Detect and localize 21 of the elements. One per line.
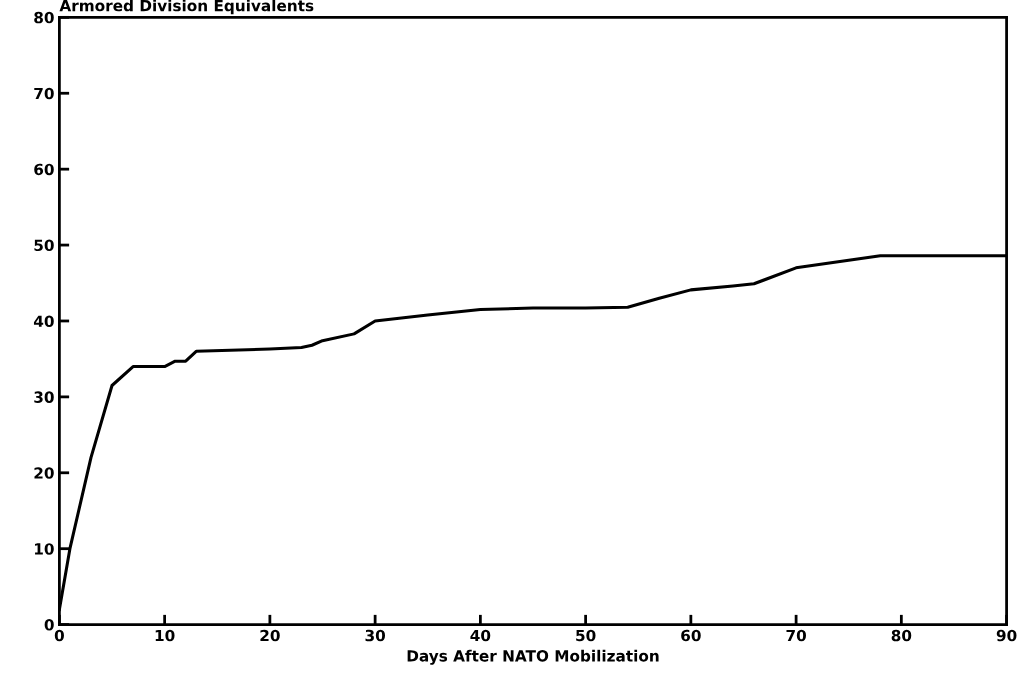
x-tick-label: 60 <box>681 629 701 642</box>
x-tick-label: 0 <box>54 629 64 642</box>
x-tick-label: 90 <box>996 629 1017 642</box>
y-tick-label: 60 <box>34 163 54 176</box>
x-tick-label: 30 <box>365 629 386 642</box>
x-tick-label: 70 <box>786 629 806 642</box>
y-tick-label: 70 <box>34 87 54 100</box>
x-tick-label: 80 <box>891 629 912 642</box>
y-tick-label: 10 <box>34 543 54 555</box>
y-tick-label: 40 <box>33 315 54 327</box>
y-tick-label: 0 <box>44 619 54 631</box>
x-tick-label: 20 <box>260 629 280 642</box>
x-axis-title: Days After NATO Mobilization <box>407 649 659 665</box>
y-tick-label: 30 <box>34 391 54 403</box>
y-tick-label: 80 <box>34 11 54 24</box>
y-tick-label: 20 <box>34 467 54 479</box>
x-tick-label: 40 <box>470 629 491 642</box>
y-tick-label: 50 <box>34 239 54 252</box>
x-tick-label: 50 <box>576 629 596 642</box>
x-tick-label: 10 <box>155 629 175 642</box>
y-axis-title: Armored Division Equivalents <box>59 0 314 15</box>
